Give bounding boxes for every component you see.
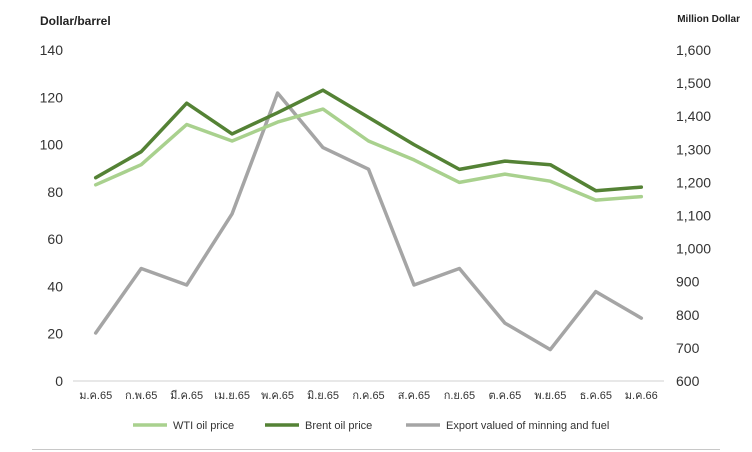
series-line-1 [93, 88, 644, 193]
right-y-tick-label: 1,100 [676, 208, 711, 224]
x-tick-label: ส.ค.65 [398, 390, 430, 402]
x-tick-label: ม.ค.65 [79, 390, 112, 402]
x-tick-label: ก.ค.65 [352, 390, 384, 402]
x-tick-label: ม.ค.66 [625, 390, 658, 402]
x-tick-label: พ.ค.65 [261, 390, 294, 402]
x-tick-label: เม.ย.65 [214, 390, 250, 402]
right-y-tick-label: 1,500 [676, 75, 711, 91]
x-tick-label: ธ.ค.65 [580, 390, 612, 402]
right-axis-unit-label: Million Dollar [677, 14, 740, 25]
legend-label: WTI oil price [173, 420, 234, 432]
bottom-divider [32, 449, 720, 450]
right-y-tick-label: 900 [676, 274, 700, 290]
x-tick-label: ก.พ.65 [125, 390, 157, 402]
series-line-2 [93, 91, 644, 352]
right-y-tick-label: 1,600 [676, 42, 711, 58]
legend-label: Brent oil price [305, 420, 372, 432]
right-y-tick-label: 1,200 [676, 174, 711, 190]
left-y-tick-label: 60 [47, 231, 63, 247]
left-y-tick-label: 0 [55, 373, 63, 389]
right-y-tick-label: 1,000 [676, 241, 711, 257]
series-lines [93, 88, 644, 352]
legend: WTI oil price Brent oil price Export value… [133, 420, 609, 432]
left-y-axis-ticks: 0 20 40 60 80 100 120 140 [40, 42, 64, 389]
left-y-tick-label: 20 [47, 326, 63, 342]
left-axis-unit-label: Dollar/barrel [40, 14, 111, 28]
right-y-tick-label: 1,300 [676, 141, 711, 157]
x-tick-label: พ.ย.65 [534, 390, 566, 402]
left-y-tick-label: 80 [47, 184, 63, 200]
x-tick-label: มี.ค.65 [170, 389, 203, 402]
right-y-axis-ticks: 600 700 800 900 1,000 1,100 1,200 1,300 1,400 1,5… [676, 42, 711, 389]
x-tick-label: ก.ย.65 [444, 390, 475, 402]
left-y-tick-label: 40 [47, 278, 63, 294]
right-y-tick-label: 700 [676, 340, 700, 356]
right-y-tick-label: 800 [676, 307, 700, 323]
left-y-tick-label: 140 [40, 42, 64, 58]
x-axis-ticks: ม.ค.65 ก.พ.65 มี.ค.65 เม.ย.65 พ.ค.65 มิ.ย.65 ก… [79, 389, 658, 402]
series-line-0 [93, 107, 644, 202]
x-tick-label: มิ.ย.65 [307, 390, 339, 402]
right-y-tick-label: 600 [676, 373, 700, 389]
right-y-tick-label: 1,400 [676, 108, 711, 124]
left-y-tick-label: 120 [40, 89, 64, 105]
left-y-tick-label: 100 [40, 137, 64, 153]
x-tick-label: ต.ค.65 [488, 390, 521, 402]
legend-label: Export valued of minning and fuel [446, 420, 609, 432]
